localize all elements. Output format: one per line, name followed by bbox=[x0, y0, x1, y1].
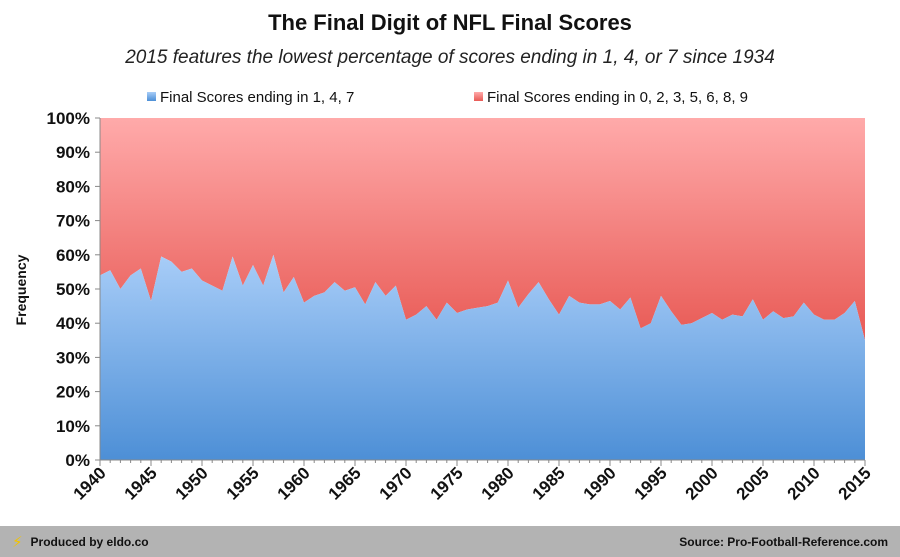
x-tick-label: 1990 bbox=[580, 463, 620, 503]
y-tick-label: 40% bbox=[56, 314, 90, 333]
chart-subtitle: 2015 features the lowest percentage of s… bbox=[125, 47, 775, 68]
y-tick-label: 80% bbox=[56, 177, 90, 196]
x-tick-label: 2015 bbox=[835, 463, 875, 503]
series-area-other-digits bbox=[100, 118, 865, 341]
x-tick-label: 1945 bbox=[121, 463, 161, 503]
y-tick-label: 30% bbox=[56, 348, 90, 367]
area-chart: Final Scores ending in 1, 4, 7 Final Scor… bbox=[13, 89, 875, 504]
x-tick-label: 1970 bbox=[376, 463, 416, 503]
x-tick-label: 1965 bbox=[325, 463, 365, 503]
x-tick-label: 1975 bbox=[427, 463, 467, 503]
y-tick-label: 100% bbox=[47, 109, 90, 128]
x-axis: 1940 1945 1950 1955 1960 1965 1970 1975 1980 1985… bbox=[70, 459, 875, 504]
series-area-1-4-7 bbox=[100, 254, 865, 460]
plot-area bbox=[100, 118, 865, 460]
x-tick-label: 2000 bbox=[682, 463, 722, 503]
x-tick-label: 1955 bbox=[223, 463, 263, 503]
x-tick-label: 1985 bbox=[529, 463, 569, 503]
produced-by-text: Produced by eldo.co bbox=[30, 534, 149, 549]
x-tick-label: 2005 bbox=[733, 463, 773, 503]
legend: Final Scores ending in 1, 4, 7 Final Scor… bbox=[147, 89, 748, 106]
x-tick-label: 2010 bbox=[784, 463, 824, 503]
x-tick-label: 1980 bbox=[478, 463, 518, 503]
lightning-bolt-icon: ⚡ bbox=[12, 533, 23, 551]
x-tick-label: 1960 bbox=[274, 463, 314, 503]
y-tick-label: 70% bbox=[56, 212, 90, 231]
source-text: Source: Pro-Football-Reference.com bbox=[679, 534, 888, 549]
y-tick-label: 0% bbox=[65, 451, 90, 470]
chart-title: The Final Digit of NFL Final Scores bbox=[268, 10, 632, 35]
y-tick-label: 90% bbox=[56, 143, 90, 162]
y-axis-label: Frequency bbox=[13, 254, 29, 325]
legend-item-1-4-7-swatch bbox=[147, 92, 156, 101]
legend-item-other-digits-label: Final Scores ending in 0, 2, 3, 5, 6, 8,… bbox=[487, 89, 748, 106]
y-tick-label: 50% bbox=[56, 280, 90, 299]
legend-item-other-digits-swatch bbox=[474, 92, 483, 101]
x-tick-label: 1995 bbox=[631, 463, 671, 503]
legend-item-1-4-7-label: Final Scores ending in 1, 4, 7 bbox=[160, 89, 354, 106]
y-tick-label: 10% bbox=[56, 417, 90, 436]
y-tick-label: 60% bbox=[56, 246, 90, 265]
x-tick-label: 1950 bbox=[172, 463, 212, 503]
y-axis: 0% 10% 20% 30% 40% 50% 60% 70% 80% 90% 100% bbox=[47, 109, 101, 470]
y-tick-label: 20% bbox=[56, 383, 90, 402]
footer-bar: ⚡ Produced by eldo.co Source: Pro-Footba… bbox=[0, 526, 900, 557]
